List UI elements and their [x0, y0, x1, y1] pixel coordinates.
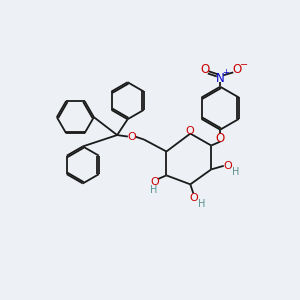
- Text: O: O: [185, 126, 194, 136]
- Text: O: O: [151, 177, 160, 187]
- Text: −: −: [240, 60, 248, 70]
- Text: O: O: [223, 161, 232, 171]
- Text: O: O: [127, 132, 136, 142]
- Text: H: H: [150, 185, 157, 195]
- Text: N: N: [216, 72, 224, 85]
- Text: O: O: [215, 132, 225, 145]
- Text: +: +: [222, 68, 229, 77]
- Text: H: H: [232, 167, 239, 177]
- Text: O: O: [189, 193, 198, 203]
- Text: H: H: [198, 199, 205, 209]
- Text: O: O: [200, 64, 209, 76]
- Text: O: O: [232, 64, 242, 76]
